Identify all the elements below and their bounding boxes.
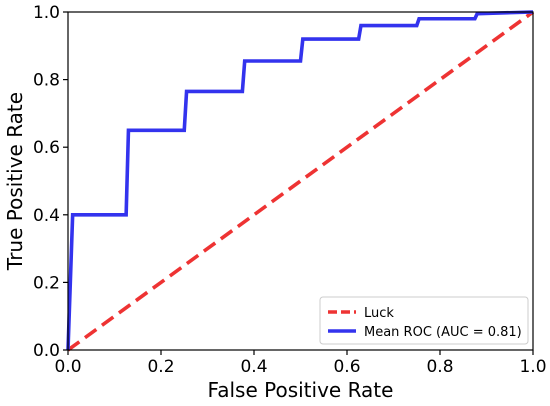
- x-tick-label: 1.0: [519, 357, 546, 377]
- y-tick-label: 0.6: [33, 138, 60, 158]
- x-tick-label: 0.8: [426, 357, 453, 377]
- x-tick-label: 0.6: [333, 357, 360, 377]
- y-tick-label: 0.4: [33, 206, 60, 226]
- x-axis-label: False Positive Rate: [208, 378, 394, 402]
- x-tick-label: 0.0: [54, 357, 81, 377]
- series-line-luck: [66, 10, 535, 352]
- x-tick-label: 0.2: [147, 357, 174, 377]
- y-axis-label: True Positive Rate: [3, 92, 27, 271]
- x-tick-label: 0.4: [240, 357, 267, 377]
- legend-entry-label: Luck: [364, 306, 394, 321]
- y-tick-label: 0.2: [33, 273, 60, 293]
- legend-entry-label: Mean ROC (AUC = 0.81): [364, 325, 522, 340]
- series-line-mean-roc: [66, 10, 534, 351]
- legend: Luck Mean ROC (AUC = 0.81): [319, 296, 529, 345]
- plot-lines: [66, 10, 535, 352]
- plot-frame: [67, 11, 534, 351]
- x-axis-ticks: 0.0 0.2 0.4 0.6 0.8 1.0: [54, 350, 547, 377]
- y-tick-label: 0.8: [33, 71, 60, 91]
- y-tick-label: 0.0: [33, 341, 60, 361]
- y-tick-label: 1.0: [33, 3, 60, 23]
- y-axis-ticks: 0.0 0.2 0.4 0.6 0.8 1.0: [33, 3, 68, 361]
- legend-box: [319, 296, 529, 345]
